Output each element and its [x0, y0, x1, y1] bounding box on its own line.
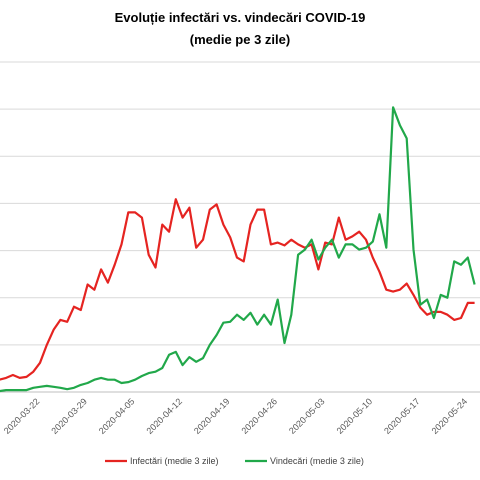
- series-line: [0, 198, 475, 381]
- series-line: [0, 106, 476, 393]
- chart-title: Evoluție infectări vs. vindecări COVID-1…: [115, 10, 366, 25]
- chart-subtitle: (medie pe 3 zile): [190, 32, 290, 47]
- legend-label: Vindecări (medie 3 zile): [270, 456, 364, 466]
- legend-label: Infectări (medie 3 zile): [130, 456, 219, 466]
